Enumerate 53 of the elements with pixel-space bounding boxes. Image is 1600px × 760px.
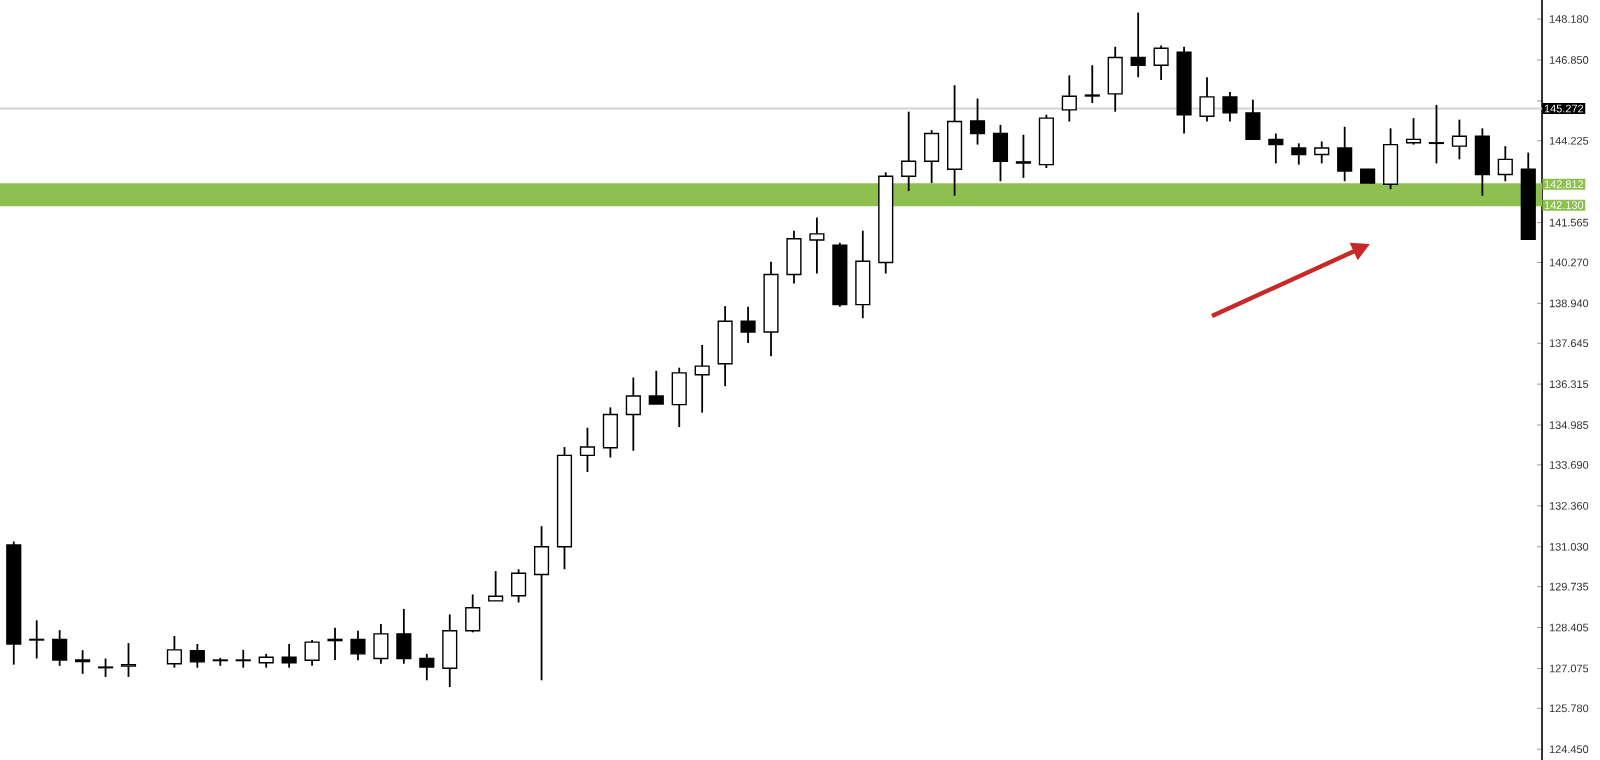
candlestick <box>1199 76 1215 123</box>
candlestick <box>1245 98 1261 141</box>
candlestick <box>740 305 756 344</box>
candlestick <box>29 619 45 660</box>
candlestick <box>1497 145 1513 183</box>
candlestick <box>350 629 366 662</box>
candlestick <box>488 570 504 602</box>
candlestick <box>1337 125 1353 183</box>
candlestick <box>694 344 710 414</box>
candlestick <box>625 376 641 452</box>
candlestick <box>809 216 825 275</box>
candlestick <box>1015 133 1032 179</box>
candlestick <box>419 652 435 682</box>
candlestick <box>717 305 733 388</box>
candlestick <box>969 97 986 146</box>
candlestick <box>1084 64 1100 104</box>
candlestick <box>97 657 114 678</box>
candlestick <box>1382 127 1399 191</box>
candlestick <box>901 110 917 192</box>
candlestick <box>1291 142 1307 166</box>
candlestick <box>1268 132 1284 165</box>
candlestick <box>1314 140 1330 165</box>
candlestick <box>52 629 68 667</box>
candlestick <box>924 129 940 184</box>
candlestick <box>1451 118 1467 161</box>
candlestick <box>579 426 596 473</box>
candlestick <box>947 84 963 197</box>
candlestick <box>75 649 91 675</box>
candlestick <box>1474 127 1490 197</box>
candlestick <box>304 639 320 667</box>
candlestick <box>1130 11 1146 79</box>
candlestick <box>373 623 389 665</box>
candlestick <box>189 643 205 669</box>
candlestick <box>992 124 1009 183</box>
candlestick <box>602 406 618 459</box>
candlestick <box>648 369 664 405</box>
candlestick <box>786 229 802 285</box>
candlestick <box>1428 104 1445 165</box>
candlestick <box>533 525 550 682</box>
candlestick <box>855 229 871 320</box>
candlestick <box>1153 44 1169 81</box>
candlestick <box>396 608 412 665</box>
candlestick <box>1061 74 1077 123</box>
candlestick <box>166 635 182 669</box>
candlestick <box>235 648 251 669</box>
candlestick <box>511 568 527 604</box>
candlestick <box>120 642 137 678</box>
candlestick <box>465 593 481 634</box>
candlestick <box>671 366 687 428</box>
candlestick <box>1107 45 1123 113</box>
candlestick <box>1038 113 1054 169</box>
candlestick <box>1222 91 1238 123</box>
candlestick <box>442 613 458 688</box>
